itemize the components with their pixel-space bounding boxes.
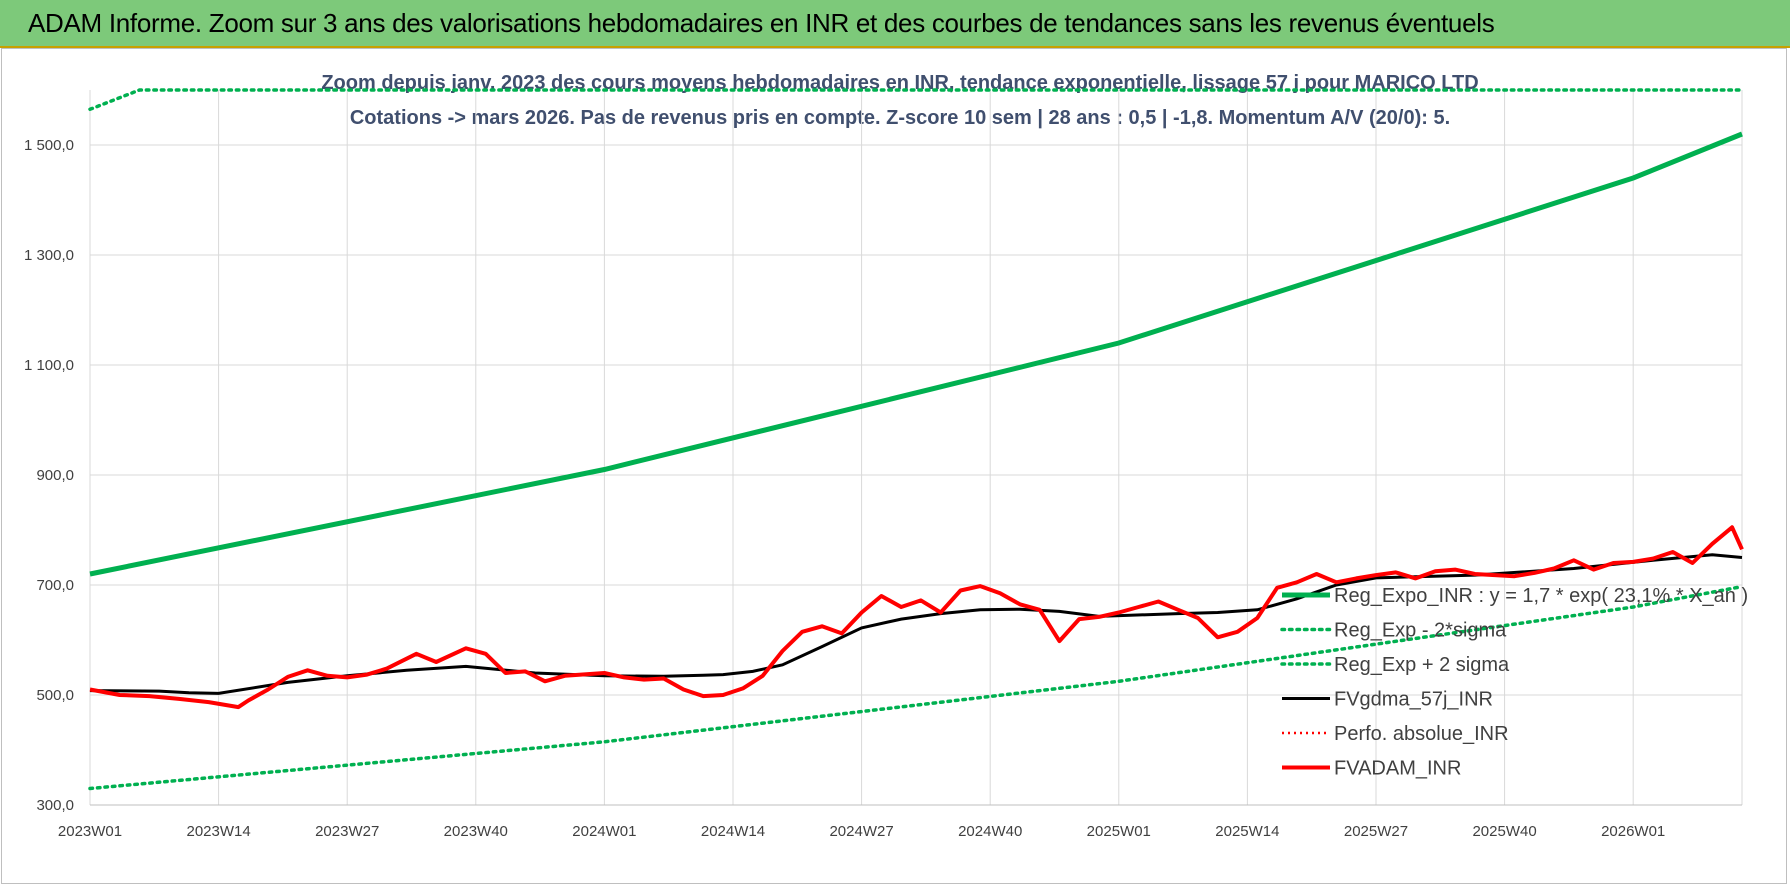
x-tick-label: 2023W27 xyxy=(315,823,379,840)
y-tick-label: 700,0 xyxy=(36,577,74,594)
x-tick-label: 2025W14 xyxy=(1215,823,1279,840)
chart-frame xyxy=(1,48,1787,884)
legend: Reg_Expo_INR : y = 1,7 * exp( 23,1% * X_… xyxy=(1280,585,1748,780)
series-line-red xyxy=(89,525,1744,710)
x-tick-label: 2024W14 xyxy=(701,823,765,840)
x-tick-label: 2023W14 xyxy=(186,823,250,840)
x-tick-label: 2025W27 xyxy=(1344,823,1408,840)
x-tick-label: 2024W27 xyxy=(829,823,893,840)
chart-title-line-2: Cotations -> mars 2026. Pas de revenus p… xyxy=(349,107,1451,129)
x-tick-label: 2026W01 xyxy=(1601,823,1665,840)
legend-label: FVgdma_57j_INR xyxy=(1334,689,1493,711)
title-banner: ADAM Informe. Zoom sur 3 ans des valoris… xyxy=(0,0,1790,48)
y-tick-label: 1 300,0 xyxy=(24,247,74,264)
series-line-dotted xyxy=(88,88,1744,112)
x-tick-label: 2025W01 xyxy=(1087,823,1151,840)
legend-label: Reg_Exp - 2*sigma xyxy=(1334,620,1507,642)
y-tick-label: 1 500,0 xyxy=(24,137,74,154)
series-line-trend xyxy=(89,131,1743,577)
x-tick-label: 2023W01 xyxy=(58,823,122,840)
series-line-dotted xyxy=(88,584,1744,791)
grid-lines xyxy=(89,90,1743,806)
legend-label: FVADAM_INR xyxy=(1334,758,1461,780)
series-lines xyxy=(88,88,1744,791)
y-tick-label: 1 100,0 xyxy=(24,357,74,374)
x-tick-label: 2023W40 xyxy=(444,823,508,840)
y-tick-label: 300,0 xyxy=(36,797,74,814)
y-tick-label: 500,0 xyxy=(36,687,74,704)
x-tick-label: 2024W01 xyxy=(572,823,636,840)
legend-label: Reg_Exp + 2 sigma xyxy=(1334,654,1510,676)
legend-label: Reg_Expo_INR : y = 1,7 * exp( 23,1% * X_… xyxy=(1334,585,1748,607)
axes: 300,0 500,0 700,0 900,0 1 100,0 1 300,0 1 500,… xyxy=(24,137,1742,840)
banner-title: ADAM Informe. Zoom sur 3 ans des valoris… xyxy=(28,8,1495,38)
x-tick-label: 2025W40 xyxy=(1472,823,1536,840)
x-tick-label: 2024W40 xyxy=(958,823,1022,840)
legend-label: Perfo. absolue_INR xyxy=(1334,723,1509,745)
y-tick-label: 900,0 xyxy=(36,467,74,484)
